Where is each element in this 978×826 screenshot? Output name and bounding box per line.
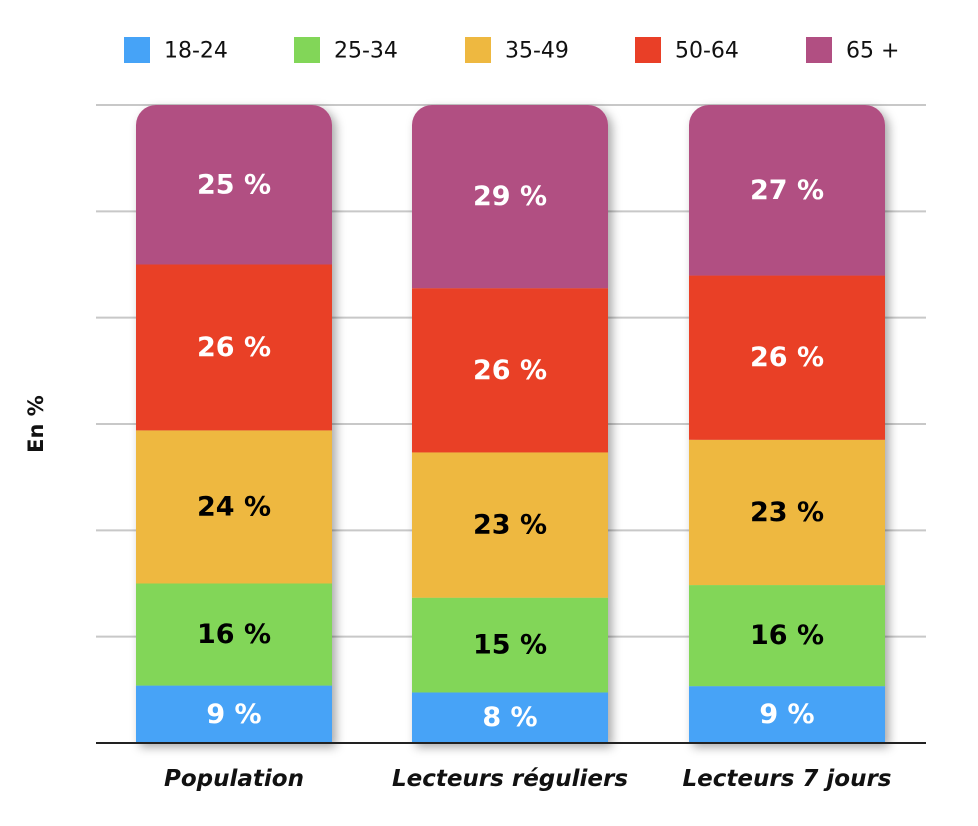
legend-item: 18-24 bbox=[124, 37, 228, 64]
data-label: 24 % bbox=[197, 491, 271, 522]
legend-item: 35-49 bbox=[465, 37, 569, 64]
bar-segment-1824 bbox=[689, 686, 885, 743]
bar-segment-3549 bbox=[689, 439, 885, 586]
data-label: 23 % bbox=[750, 497, 824, 528]
legend-item: 50-64 bbox=[635, 37, 739, 64]
bar-3 bbox=[689, 105, 885, 743]
bar-segment-5064 bbox=[136, 264, 332, 431]
data-label: 16 % bbox=[197, 619, 271, 650]
legend: 18-24 25-34 35-49 50-64 65 + bbox=[124, 37, 899, 64]
bar-1 bbox=[136, 105, 332, 743]
bar-segment-3549 bbox=[412, 452, 608, 598]
bar-segment-65 bbox=[136, 105, 332, 265]
bar-segment-3549 bbox=[136, 430, 332, 584]
bars: 9 % 16 % 24 % 26 % 25 % 8 % 15 % 23 % 26 % 29 % 9 … bbox=[136, 105, 885, 743]
data-label: 9 % bbox=[206, 699, 261, 730]
category-labels: Population Lecteurs réguliers Lecteurs 7 j… bbox=[164, 766, 891, 792]
bar-segment-5064 bbox=[412, 288, 608, 453]
legend-swatch bbox=[294, 37, 320, 63]
data-label: 29 % bbox=[473, 181, 547, 212]
bar-segment-1824 bbox=[412, 692, 608, 743]
data-label: 26 % bbox=[750, 342, 824, 373]
legend-swatch bbox=[635, 37, 661, 63]
bar-segment-5064 bbox=[689, 275, 885, 440]
bar-segment-2534 bbox=[412, 597, 608, 693]
category-label: Lecteurs réguliers bbox=[392, 766, 628, 792]
bar-2 bbox=[412, 105, 608, 743]
bar-segment-2534 bbox=[689, 585, 885, 687]
data-label: 26 % bbox=[197, 332, 271, 363]
category-label: Lecteurs 7 jours bbox=[683, 766, 892, 792]
legend-label: 35-49 bbox=[505, 39, 569, 64]
legend-label: 25-34 bbox=[334, 39, 398, 64]
data-label: 15 % bbox=[473, 630, 547, 661]
bar-segments bbox=[136, 105, 332, 743]
data-label: 25 % bbox=[197, 169, 271, 200]
bar-segment-65 bbox=[689, 105, 885, 276]
legend-label: 18-24 bbox=[164, 39, 228, 64]
data-label: 9 % bbox=[759, 699, 814, 730]
bar-segment-2534 bbox=[136, 583, 332, 686]
legend-swatch bbox=[806, 37, 832, 63]
category-label: Population bbox=[164, 766, 304, 792]
data-label: 27 % bbox=[750, 175, 824, 206]
bar-segments bbox=[412, 105, 608, 743]
data-label: 23 % bbox=[473, 510, 547, 541]
data-label: 16 % bbox=[750, 620, 824, 651]
legend-swatch bbox=[124, 37, 150, 63]
data-label: 26 % bbox=[473, 355, 547, 386]
legend-label: 50-64 bbox=[675, 39, 739, 64]
legend-label: 65 + bbox=[846, 39, 899, 64]
legend-item: 25-34 bbox=[294, 37, 398, 64]
bar-segment-65 bbox=[412, 105, 608, 289]
data-label: 8 % bbox=[482, 702, 537, 733]
bar-segment-1824 bbox=[136, 685, 332, 743]
legend-swatch bbox=[465, 37, 491, 63]
bar-segments bbox=[689, 105, 885, 743]
y-axis-title: En % bbox=[24, 395, 48, 453]
legend-item: 65 + bbox=[806, 37, 899, 64]
